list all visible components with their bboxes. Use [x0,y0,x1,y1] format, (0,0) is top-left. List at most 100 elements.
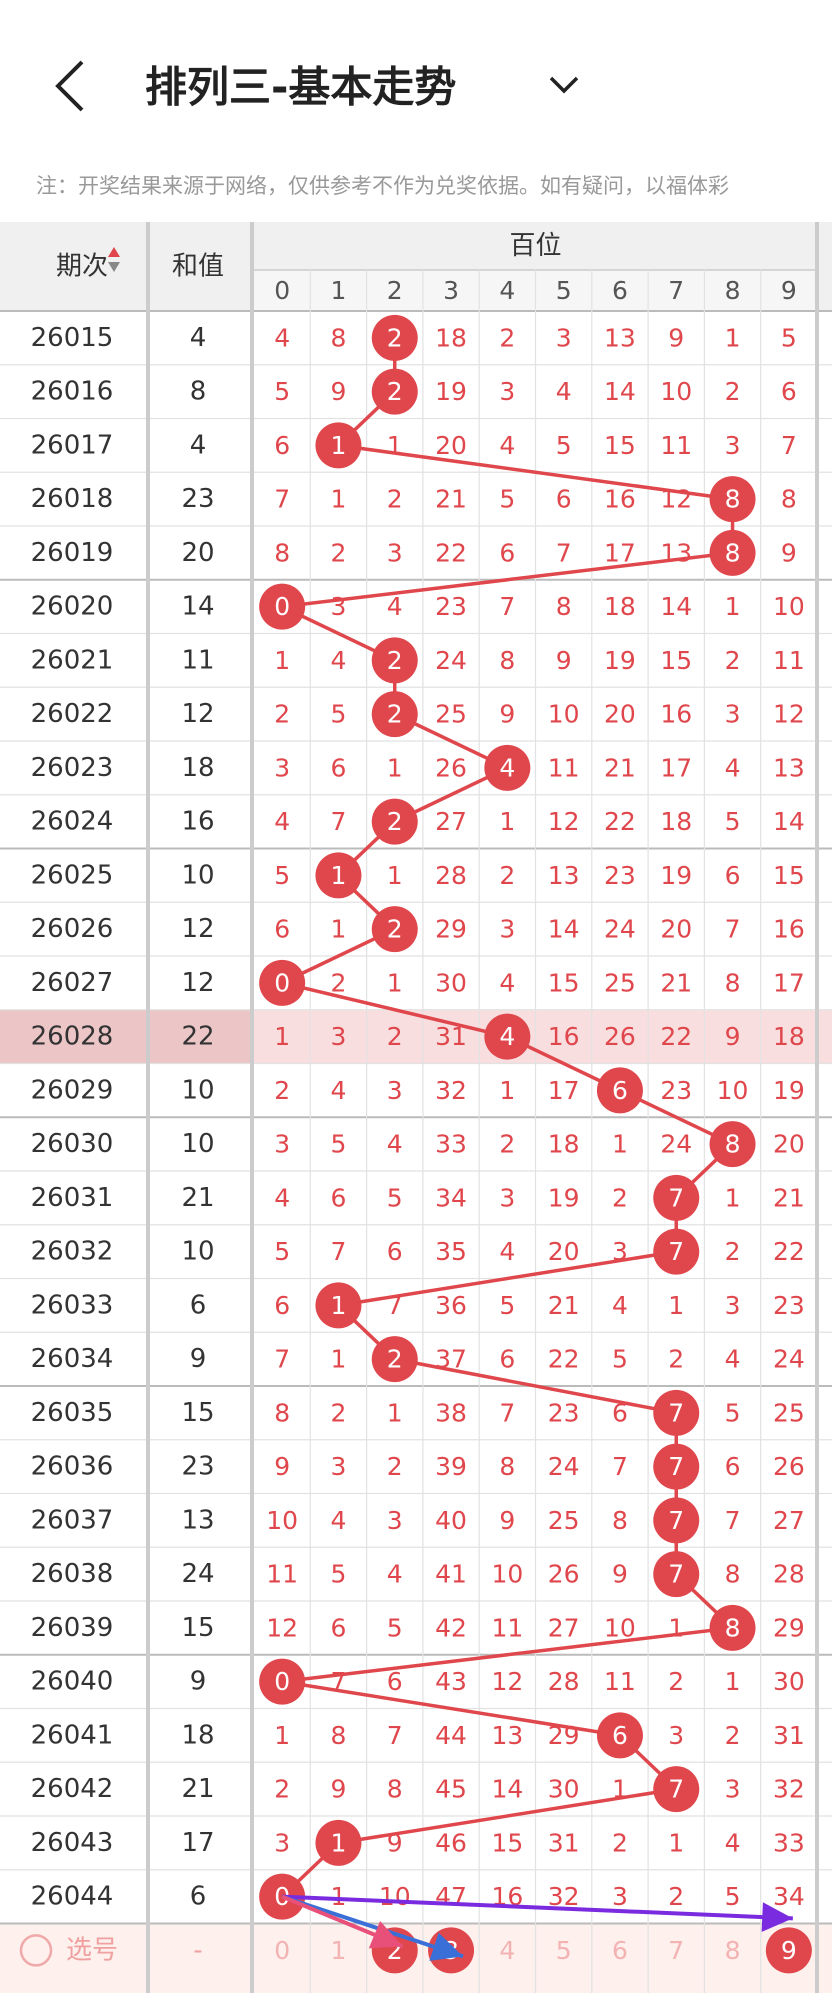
miss-count: 2 [387,485,403,514]
hit-ball [653,1174,700,1221]
miss-count: 12 [773,700,805,729]
miss-count: 5 [387,1183,403,1212]
miss-count: 26 [604,1022,636,1051]
dropdown-toggle[interactable] [549,76,579,94]
miss-count: 1 [387,861,403,890]
highlight-row-left [0,1009,252,1064]
period: 26036 [31,1452,114,1482]
miss-count: 1 [330,485,346,514]
miss-count: 9 [725,1022,741,1051]
miss-count: 18 [773,1022,805,1051]
miss-count: 1 [274,1721,290,1750]
miss-count: 25 [548,1506,580,1535]
miss-count: 3 [725,431,741,460]
miss-count: 47 [435,1882,467,1911]
sum-header: 和值 [172,252,224,282]
miss-count: 4 [725,1828,741,1857]
miss-count: 24 [660,1130,692,1159]
note: 注：开奖结果来源于网络，仅供参考不作为兑奖依据。如有疑问，以福体彩 [36,174,729,198]
miss-count: 28 [548,1667,580,1696]
miss-count: 4 [387,592,403,621]
miss-count: 9 [668,323,684,352]
miss-count: 16 [548,1022,580,1051]
miss-count: 4 [274,1183,290,1212]
hit-ball [259,1658,306,1705]
sum: 10 [181,1129,214,1159]
trend-line [275,337,737,1898]
miss-count: 7 [725,1506,741,1535]
miss-count: 3 [499,1183,515,1212]
miss-count: 11 [604,1667,636,1696]
miss-count: 4 [499,968,515,997]
period: 26035 [31,1398,114,1428]
miss-count: 12 [548,807,580,836]
miss-count: 32 [435,1076,467,1105]
sum: 21 [181,1774,214,1804]
miss-count: 6 [274,431,290,460]
period: 26018 [31,484,114,514]
miss-count: 2 [725,1721,741,1750]
sum: 23 [181,1452,214,1482]
miss-count: 16 [773,915,805,944]
miss-count: 40 [435,1506,467,1535]
miss-count: 1 [725,1667,741,1696]
miss-count: 24 [435,646,467,675]
miss-count: 4 [499,1237,515,1266]
digit-header: 1 [330,276,346,305]
sum: 12 [181,914,214,944]
miss-count: 10 [548,700,580,729]
miss-count: 30 [435,968,467,997]
miss-count: 21 [435,485,467,514]
miss-count: 10 [604,1613,636,1642]
miss-count: 14 [604,377,636,406]
miss-count: 13 [660,538,692,567]
select-digit: 1 [330,1936,346,1965]
miss-count: 3 [499,915,515,944]
miss-count: 7 [499,1398,515,1427]
miss-count: 10 [660,377,692,406]
miss-count: 9 [274,1452,290,1481]
miss-count: 4 [725,753,741,782]
miss-count: 26 [548,1560,580,1589]
miss-count: 27 [773,1506,805,1535]
miss-count: 33 [435,1130,467,1159]
back-button[interactable] [55,60,84,112]
miss-count: 6 [725,861,741,890]
miss-count: 43 [435,1667,467,1696]
miss-count: 22 [773,1237,805,1266]
miss-count: 5 [556,431,572,460]
select-digit: 8 [725,1936,741,1965]
miss-count: 7 [725,915,741,944]
period: 26041 [31,1720,114,1750]
digit-header: 9 [781,276,797,305]
miss-count: 10 [266,1506,298,1535]
miss-count: 14 [773,807,805,836]
miss-count: 15 [491,1828,523,1857]
sum: 10 [181,860,214,890]
miss-count: 15 [660,646,692,675]
period: 26021 [31,645,114,675]
miss-count: 4 [612,1291,628,1320]
select-digit: 6 [612,1936,628,1965]
miss-count: 7 [387,1291,403,1320]
miss-count: 9 [499,1506,515,1535]
period: 26025 [31,860,114,890]
period: 26022 [31,699,114,729]
miss-count: 8 [499,1452,515,1481]
hit-number: 6 [612,1721,628,1750]
miss-count: 5 [725,807,741,836]
miss-count: 22 [548,1345,580,1374]
hit-ball [371,798,418,845]
miss-count: 9 [330,377,346,406]
sum: 22 [181,1022,214,1052]
miss-count: 44 [435,1721,467,1750]
miss-count: 3 [274,1130,290,1159]
miss-count: 10 [491,1560,523,1589]
select-icon [19,1934,53,1967]
hit-ball [709,529,756,576]
miss-count: 5 [387,1613,403,1642]
hit-ball [484,1013,531,1060]
miss-count: 3 [725,1291,741,1320]
sum: 10 [181,1075,214,1105]
